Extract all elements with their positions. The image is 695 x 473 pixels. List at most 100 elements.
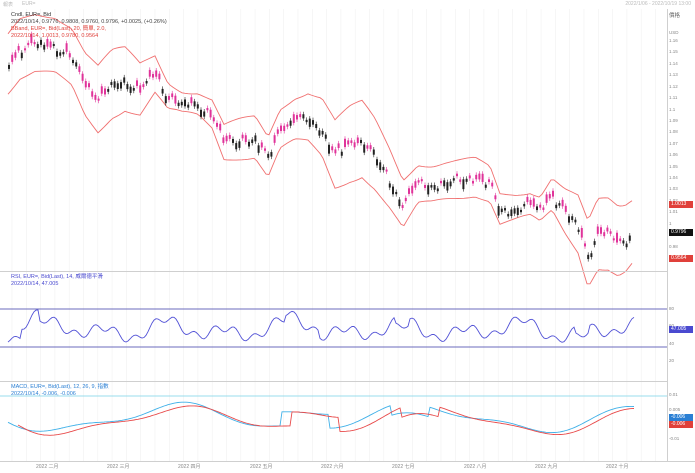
- candle-body: [302, 114, 305, 119]
- candle-body: [11, 54, 14, 62]
- candle-body: [65, 43, 68, 52]
- candle-body: [267, 153, 270, 158]
- candle-body: [337, 143, 340, 149]
- candle-body: [107, 89, 110, 92]
- candle-body: [446, 182, 449, 191]
- candle-body: [366, 145, 369, 149]
- price-axis-unit: USD: [669, 30, 679, 35]
- candle-body: [424, 184, 426, 188]
- time-axis-label: 2022 十月: [606, 464, 629, 470]
- candle-body: [280, 125, 282, 132]
- candle-body: [504, 208, 506, 211]
- candle-body: [516, 207, 519, 216]
- candle-body: [126, 84, 129, 90]
- candle-body: [590, 253, 593, 258]
- macd-line: [7, 401, 635, 434]
- candle-body: [273, 135, 276, 143]
- candle-body: [609, 231, 612, 234]
- candle-body: [152, 74, 154, 78]
- candle-body: [449, 181, 452, 187]
- macd-title: MACD, EUR=, Bid(Last), 12, 26, 9, 指數: [11, 384, 109, 390]
- candle-body: [136, 80, 138, 86]
- candle-body: [513, 208, 516, 214]
- window-subtitle: EUR=: [22, 1, 36, 7]
- candle-body: [568, 216, 570, 223]
- macd-tick-label: -0.01: [669, 436, 680, 441]
- candle-body: [430, 185, 433, 188]
- candle-body: [360, 139, 362, 144]
- candle-body: [497, 206, 500, 216]
- candle-body: [472, 180, 474, 184]
- candle-body: [248, 141, 250, 147]
- candle-body: [203, 111, 206, 117]
- candle-body: [36, 44, 39, 49]
- title-bar: 報表 EUR= 2022/1/06 - 2022/10/19 13:00: [0, 0, 695, 9]
- pane-divider-rsi[interactable]: [0, 271, 667, 272]
- candle-body: [459, 179, 462, 182]
- candle-body: [68, 53, 71, 58]
- candle-body: [62, 51, 65, 55]
- candle-body: [440, 180, 442, 184]
- candle-body: [596, 226, 599, 234]
- candle-body: [593, 241, 596, 245]
- candle-body: [232, 138, 234, 143]
- candle-body: [142, 84, 145, 88]
- candle-body: [363, 144, 366, 153]
- rsi-legend: RSI, EUR=, Bid(Last), 14, 威爾德平滑 2022/10/…: [11, 274, 103, 288]
- rsi-value-tag: 47.005: [669, 326, 693, 333]
- candle-body: [520, 209, 522, 213]
- candle-body: [283, 125, 286, 131]
- legend-candle-values: 2022/10/14, 0.9776, 0.9808, 0.9760, 0.97…: [11, 19, 167, 25]
- candle-body: [177, 102, 180, 107]
- candle-body: [523, 203, 526, 207]
- candle-body: [548, 194, 551, 199]
- candle-body: [587, 254, 590, 260]
- candle-body: [91, 91, 94, 97]
- candle-body: [17, 46, 20, 51]
- candle-body: [555, 204, 558, 209]
- candle-body: [468, 175, 471, 179]
- candle-body: [372, 149, 375, 155]
- candle-body: [84, 81, 87, 88]
- time-axis-label: 2022 五月: [250, 464, 273, 470]
- candle-body: [414, 181, 417, 188]
- rsi-tick-label: 20: [669, 358, 675, 363]
- candle-body: [212, 117, 215, 122]
- price-tick-label: 1.09: [669, 117, 678, 123]
- candle-body: [200, 109, 202, 117]
- candle-body: [465, 178, 468, 182]
- candle-body: [46, 39, 49, 47]
- candle-body: [305, 119, 308, 123]
- candle-body: [40, 39, 42, 45]
- candle-body: [404, 197, 407, 202]
- candle-body: [123, 77, 126, 83]
- candle-body: [27, 42, 30, 46]
- time-axis-label: 2022 三月: [107, 464, 130, 470]
- candle-body: [379, 162, 382, 170]
- candle-body: [171, 93, 174, 98]
- price-tick-label: 1.06: [669, 152, 678, 158]
- pane-divider-macd[interactable]: [0, 381, 667, 382]
- candle-body: [350, 140, 353, 144]
- price-tick-label: 1.03: [669, 186, 678, 192]
- candle-body: [494, 195, 497, 200]
- candle-body: [219, 123, 222, 131]
- candle-body: [174, 95, 177, 104]
- candle-body: [132, 88, 135, 91]
- time-axis-label: 2022 四月: [178, 464, 201, 470]
- legend-bband-title: BBand, EUR=, Bid(Last), 20, 簡單, 2.0,: [11, 26, 106, 32]
- candle-body: [376, 159, 378, 166]
- rsi-tick-label: 80: [669, 306, 675, 311]
- candle-body: [353, 142, 356, 148]
- time-axis-label: 2022 七月: [392, 464, 415, 470]
- price-tick-label: 1.07: [669, 140, 678, 146]
- candle-body: [388, 183, 391, 188]
- candle-body: [331, 146, 334, 151]
- price-tick-label: 1.05: [669, 163, 678, 169]
- candle-body: [222, 137, 225, 143]
- y-axis-divider: [667, 9, 668, 462]
- macd-values: 2022/10/14, -0.006, -0.006: [11, 391, 76, 397]
- candle-body: [539, 204, 542, 208]
- candle-body: [225, 135, 228, 142]
